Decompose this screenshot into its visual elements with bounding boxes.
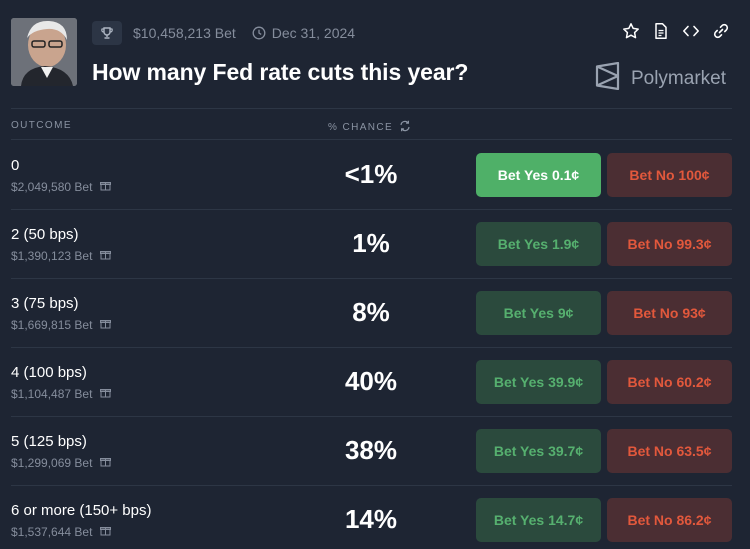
divider bbox=[11, 278, 732, 279]
bet-no-button[interactable]: Bet No 100¢ bbox=[607, 153, 732, 197]
outcome-chance: 14% bbox=[344, 504, 398, 534]
outcome-volume-line: $1,299,069 Bet bbox=[11, 456, 112, 470]
gift-icon[interactable] bbox=[100, 249, 112, 263]
divider bbox=[11, 108, 732, 109]
outcome-volume: $1,104,487 Bet bbox=[11, 387, 93, 401]
bet-yes-button[interactable]: Bet Yes 9¢ bbox=[476, 291, 601, 335]
bet-yes-button[interactable]: Bet Yes 14.7¢ bbox=[476, 498, 601, 542]
outcome-chance: 40% bbox=[344, 366, 398, 396]
outcome-volume: $1,537,644 Bet bbox=[11, 525, 93, 539]
trophy-icon bbox=[92, 21, 122, 45]
outcome-label: 5 (125 bps) bbox=[11, 433, 87, 450]
outcome-volume-line: $1,104,487 Bet bbox=[11, 387, 112, 401]
embed-code-icon[interactable] bbox=[682, 22, 700, 40]
document-icon[interactable] bbox=[652, 22, 670, 40]
outcome-volume-line: $2,049,580 Bet bbox=[11, 180, 112, 194]
market-header: $10,458,213 Bet Dec 31, 2024 How many Fe… bbox=[0, 0, 750, 108]
bet-no-button[interactable]: Bet No 60.2¢ bbox=[607, 360, 732, 404]
outcome-row: 2 (50 bps) $1,390,123 Bet 1% Bet Yes 1.9… bbox=[11, 209, 732, 278]
star-icon[interactable] bbox=[622, 22, 640, 40]
divider bbox=[11, 416, 732, 417]
outcome-volume-line: $1,537,644 Bet bbox=[11, 525, 112, 539]
divider bbox=[11, 209, 732, 210]
outcome-volume: $2,049,580 Bet bbox=[11, 180, 93, 194]
market-title: How many Fed rate cuts this year? bbox=[92, 59, 469, 85]
column-chance: % CHANCE bbox=[328, 120, 411, 135]
outcome-volume-line: $1,390,123 Bet bbox=[11, 249, 112, 263]
bet-no-button[interactable]: Bet No 63.5¢ bbox=[607, 429, 732, 473]
outcome-label: 3 (75 bps) bbox=[11, 295, 79, 312]
table-header: OUTCOME % CHANCE bbox=[11, 118, 731, 135]
end-date: Dec 31, 2024 bbox=[271, 25, 356, 41]
divider bbox=[11, 139, 732, 140]
gift-icon[interactable] bbox=[100, 456, 112, 470]
outcome-row: 6 or more (150+ bps) $1,537,644 Bet 14% … bbox=[11, 485, 732, 549]
column-chance-label: % CHANCE bbox=[328, 122, 394, 133]
outcome-row: 4 (100 bps) $1,104,487 Bet 40% Bet Yes 3… bbox=[11, 347, 732, 416]
polymarket-logo-icon bbox=[595, 61, 621, 96]
outcome-chance: 38% bbox=[344, 435, 398, 465]
divider bbox=[11, 485, 732, 486]
gift-icon[interactable] bbox=[100, 387, 112, 401]
outcome-label: 4 (100 bps) bbox=[11, 364, 87, 381]
divider bbox=[11, 347, 732, 348]
total-volume: $10,458,213 Bet bbox=[133, 25, 236, 41]
gift-icon[interactable] bbox=[100, 525, 112, 539]
gift-icon[interactable] bbox=[100, 318, 112, 332]
outcome-row: 0 $2,049,580 Bet <1% Bet Yes 0.1¢ Bet No… bbox=[11, 140, 732, 209]
outcome-chance: 8% bbox=[352, 297, 390, 327]
link-icon[interactable] bbox=[712, 22, 730, 40]
brand-name: Polymarket bbox=[630, 68, 726, 89]
outcome-volume-line: $1,669,815 Bet bbox=[11, 318, 112, 332]
refresh-icon[interactable] bbox=[399, 120, 411, 135]
bet-yes-button[interactable]: Bet Yes 39.7¢ bbox=[476, 429, 601, 473]
clock-icon bbox=[252, 26, 266, 40]
outcome-row: 5 (125 bps) $1,299,069 Bet 38% Bet Yes 3… bbox=[11, 416, 732, 485]
market-image bbox=[11, 18, 77, 86]
bet-yes-button[interactable]: Bet Yes 0.1¢ bbox=[476, 153, 601, 197]
bet-no-button[interactable]: Bet No 99.3¢ bbox=[607, 222, 732, 266]
bet-no-button[interactable]: Bet No 93¢ bbox=[607, 291, 732, 335]
outcome-chance: <1% bbox=[344, 159, 398, 189]
gift-icon[interactable] bbox=[100, 180, 112, 194]
market-meta: $10,458,213 Bet Dec 31, 2024 bbox=[92, 21, 355, 45]
outcome-volume: $1,390,123 Bet bbox=[11, 249, 93, 263]
column-outcome: OUTCOME bbox=[11, 120, 72, 131]
outcome-label: 6 or more (150+ bps) bbox=[11, 502, 152, 519]
outcome-row: 3 (75 bps) $1,669,815 Bet 8% Bet Yes 9¢ … bbox=[11, 278, 732, 347]
outcome-label: 0 bbox=[11, 157, 20, 174]
outcome-volume: $1,669,815 Bet bbox=[11, 318, 93, 332]
outcome-chance: 1% bbox=[352, 228, 390, 258]
bet-no-button[interactable]: Bet No 86.2¢ bbox=[607, 498, 732, 542]
market-actions bbox=[622, 22, 730, 40]
outcome-volume: $1,299,069 Bet bbox=[11, 456, 93, 470]
bet-yes-button[interactable]: Bet Yes 39.9¢ bbox=[476, 360, 601, 404]
bet-yes-button[interactable]: Bet Yes 1.9¢ bbox=[476, 222, 601, 266]
outcome-label: 2 (50 bps) bbox=[11, 226, 79, 243]
brand[interactable]: Polymarket bbox=[595, 61, 726, 96]
